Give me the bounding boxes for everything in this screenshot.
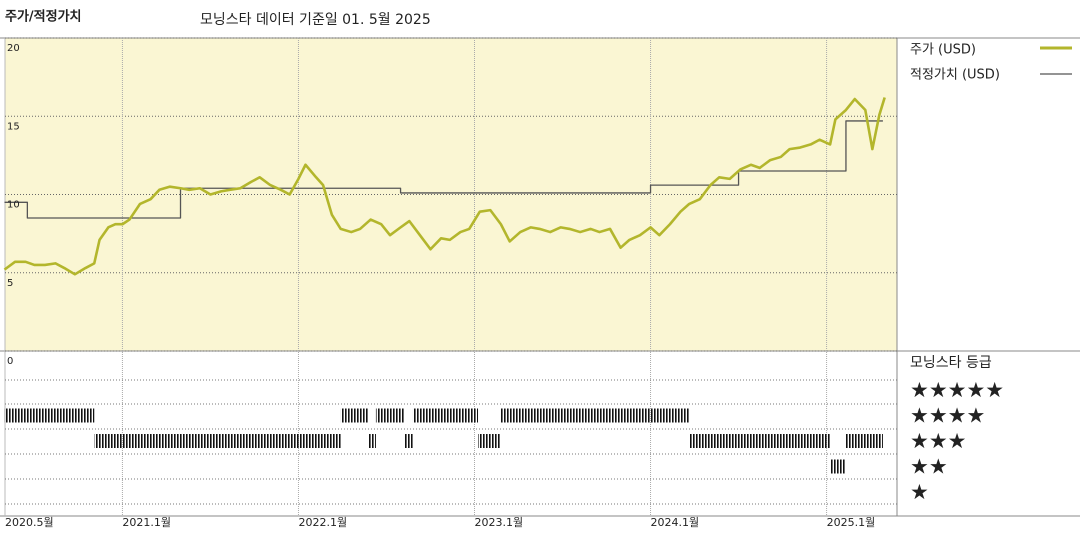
fair-value-line xyxy=(4,120,883,219)
rating-label: ★★★★★ xyxy=(910,378,1004,402)
y-tick-label: 10 xyxy=(7,200,20,211)
chart-subtitle: 모닝스타 데이터 기준일 01. 5월 2025 xyxy=(200,12,431,28)
rating-bar xyxy=(340,408,369,423)
legend-label: 적정가치 (USD) xyxy=(910,68,1000,83)
rating-bar xyxy=(500,408,690,423)
rating-bar xyxy=(478,434,501,448)
rating-label: ★★★★ xyxy=(910,404,985,428)
y-tick-label: 15 xyxy=(7,121,20,132)
rating-bar xyxy=(368,434,376,448)
rating-title: 모닝스타 등급 xyxy=(910,355,992,371)
x-tick-label: 2021.1월 xyxy=(122,516,171,529)
x-tick-label: 2025.1월 xyxy=(827,516,876,529)
rating-bar xyxy=(412,408,479,423)
rating-bar xyxy=(404,434,413,448)
rating-bar xyxy=(830,459,846,474)
y-tick-label: 5 xyxy=(7,278,13,289)
y-tick-label: 0 xyxy=(7,356,13,367)
rating-bar xyxy=(94,434,341,448)
rating-bar xyxy=(845,434,883,448)
legend-label: 주가 (USD) xyxy=(910,43,976,58)
rating-bar xyxy=(689,434,831,448)
x-tick-label: 2023.1월 xyxy=(475,516,524,529)
x-tick-label: 2020.5월 xyxy=(5,516,54,529)
y-tick-label: 20 xyxy=(7,43,20,54)
x-tick-label: 2024.1월 xyxy=(651,516,700,529)
rating-bar xyxy=(4,408,95,423)
rating-bar xyxy=(375,408,405,423)
price-line xyxy=(3,97,886,276)
chart-title: 주가/적정가치 xyxy=(5,9,82,25)
x-tick-label: 2022.1월 xyxy=(298,516,347,529)
rating-label: ★★★ xyxy=(910,429,966,453)
plot-background xyxy=(5,38,897,351)
rating-label: ★★ xyxy=(910,455,948,479)
rating-label: ★ xyxy=(910,480,929,504)
